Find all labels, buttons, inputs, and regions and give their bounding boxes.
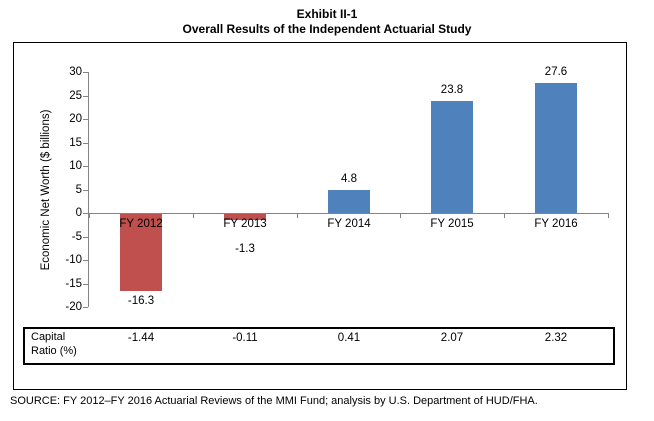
capital-ratio-value: 0.41 bbox=[337, 332, 361, 344]
source-note: SOURCE: FY 2012–FY 2016 Actuarial Review… bbox=[10, 395, 538, 407]
x-axis-line bbox=[89, 213, 608, 214]
capital-ratio-value: -0.11 bbox=[232, 332, 258, 344]
y-tick-label: -10 bbox=[65, 254, 82, 266]
y-tick-label: 5 bbox=[75, 184, 82, 196]
x-tick bbox=[193, 213, 194, 218]
x-tick bbox=[89, 213, 90, 218]
category-label: FY 2016 bbox=[534, 218, 578, 230]
chart-frame bbox=[13, 42, 627, 390]
capital-ratio-value: 2.32 bbox=[544, 332, 568, 344]
y-tick bbox=[83, 143, 88, 144]
y-tick-label: -20 bbox=[65, 301, 82, 313]
y-tick bbox=[83, 96, 88, 97]
bar bbox=[224, 214, 266, 220]
y-tick-label: -5 bbox=[71, 231, 82, 243]
y-axis-line bbox=[88, 72, 89, 307]
y-tick-label: 0 bbox=[75, 207, 82, 219]
y-tick bbox=[83, 284, 88, 285]
y-tick bbox=[83, 72, 88, 73]
bar bbox=[328, 190, 370, 213]
y-tick-label: 30 bbox=[69, 66, 82, 78]
category-label: FY 2014 bbox=[327, 218, 371, 230]
capital-ratio-label-line2: Ratio (%) bbox=[31, 344, 77, 357]
y-tick-label: 25 bbox=[69, 90, 82, 102]
capital-ratio-label-line1: Capital bbox=[31, 331, 66, 343]
category-label: FY 2012 bbox=[119, 218, 163, 230]
capital-ratio-row-label: Capital Ratio (%) bbox=[31, 331, 77, 358]
y-tick bbox=[83, 119, 88, 120]
x-tick bbox=[504, 213, 505, 218]
y-tick bbox=[83, 307, 88, 308]
y-tick bbox=[83, 237, 88, 238]
y-tick-label: 20 bbox=[69, 113, 82, 125]
bar bbox=[535, 83, 577, 213]
figure-title: Exhibit II-1 Overall Results of the Inde… bbox=[0, 7, 654, 37]
figure-title-text: Overall Results of the Independent Actua… bbox=[182, 22, 472, 36]
y-tick-label: 10 bbox=[69, 160, 82, 172]
bar-value-label: -16.3 bbox=[127, 295, 155, 307]
x-tick bbox=[297, 213, 298, 218]
bar-value-label: -1.3 bbox=[235, 243, 255, 255]
bar bbox=[431, 101, 473, 213]
x-tick bbox=[400, 213, 401, 218]
bar-value-label: 4.8 bbox=[341, 173, 357, 185]
bar-value-label: 27.6 bbox=[544, 66, 568, 78]
y-tick-label: -15 bbox=[65, 278, 82, 290]
x-tick bbox=[608, 213, 609, 218]
y-tick bbox=[83, 260, 88, 261]
exhibit-number: Exhibit II-1 bbox=[296, 7, 358, 21]
y-tick bbox=[83, 166, 88, 167]
capital-ratio-value: -1.44 bbox=[127, 332, 155, 344]
y-tick bbox=[83, 213, 88, 214]
category-label: FY 2015 bbox=[430, 218, 474, 230]
y-tick-label: 15 bbox=[69, 137, 82, 149]
category-label: FY 2013 bbox=[223, 218, 267, 230]
capital-ratio-value: 2.07 bbox=[440, 332, 464, 344]
bar bbox=[120, 214, 162, 291]
bar-value-label: 23.8 bbox=[440, 84, 464, 96]
capital-ratio-table bbox=[23, 327, 615, 365]
y-tick bbox=[83, 190, 88, 191]
